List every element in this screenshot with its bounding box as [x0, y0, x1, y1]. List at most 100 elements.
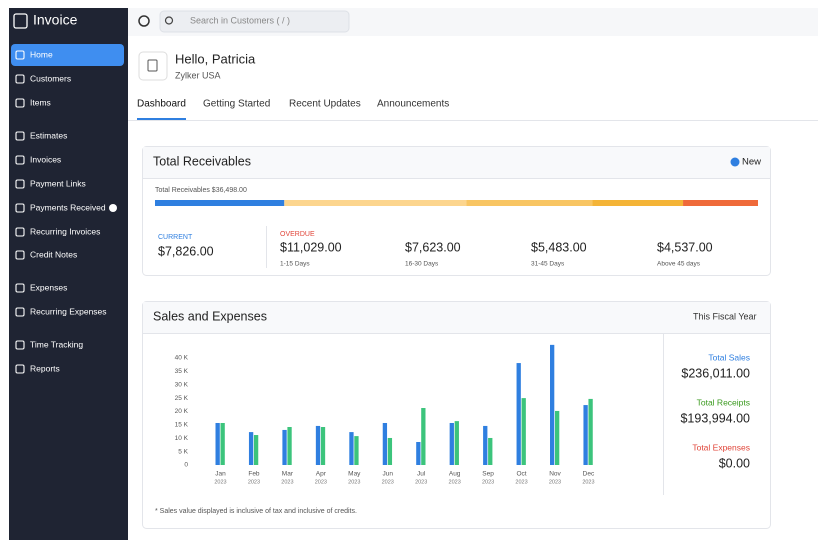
x-tick-year: 2023: [348, 479, 360, 485]
y-tick-label: 25 K: [175, 395, 189, 402]
bar: [382, 422, 388, 465]
nav-item[interactable]: Payment Links: [30, 178, 86, 188]
x-tick-year: 2023: [449, 479, 461, 485]
overdue-amount: $7,623.00: [405, 240, 461, 254]
nav-icon: [15, 131, 25, 141]
nav-item[interactable]: Recurring Invoices: [30, 226, 100, 236]
summary-label: Total Expenses: [692, 442, 750, 452]
x-tick-label: Dec: [583, 471, 595, 478]
y-tick-label: 5 K: [178, 448, 188, 455]
total-label: Total Receivables $36,498.00: [155, 187, 247, 194]
new-button[interactable]: New: [742, 157, 761, 168]
x-tick-label: Aug: [449, 471, 461, 478]
overdue-amount: $5,483.00: [531, 240, 587, 254]
tab[interactable]: Dashboard: [137, 99, 186, 110]
y-tick-label: 35 K: [175, 368, 189, 375]
receivable-segment: [155, 200, 285, 206]
x-tick-label: Jul: [417, 471, 426, 478]
nav-icon: [15, 364, 25, 374]
search-placeholder: Search in Customers ( / ): [190, 15, 290, 25]
new-icon[interactable]: [730, 157, 740, 167]
bar: [488, 437, 493, 465]
bar: [315, 425, 321, 465]
nav-icon: [15, 74, 25, 84]
overdue-range: 31-45 Days: [531, 261, 565, 268]
y-tick-label: 20 K: [175, 408, 189, 415]
tab[interactable]: Announcements: [377, 99, 449, 110]
bar: [387, 437, 393, 465]
receivable-segment: [466, 200, 593, 206]
org-logo-icon: [147, 59, 158, 72]
overdue-range: 1-15 Days: [280, 261, 310, 268]
nav-item[interactable]: Credit Notes: [30, 249, 77, 259]
bar: [320, 427, 326, 465]
nav-item[interactable]: Items: [30, 97, 51, 107]
nav-item[interactable]: Expenses: [30, 282, 67, 292]
nav-icon: [15, 98, 25, 108]
card-header: [143, 147, 770, 178]
bar: [248, 432, 254, 465]
tab[interactable]: Recent Updates: [289, 99, 361, 110]
nav-item[interactable]: Recurring Expenses: [30, 306, 107, 316]
summary-value: $236,011.00: [681, 366, 750, 380]
nav-item[interactable]: Customers: [30, 73, 71, 83]
overdue-range: 16-30 Days: [405, 261, 439, 268]
nav-icon: [15, 179, 25, 189]
bar: [555, 410, 560, 465]
x-tick-year: 2023: [549, 479, 561, 485]
bar: [454, 421, 459, 465]
nav-item[interactable]: Home: [30, 49, 53, 59]
recent-icon[interactable]: [138, 15, 150, 27]
nav-icon: [15, 155, 25, 165]
bar: [215, 422, 220, 465]
receivable-segment: [592, 200, 684, 206]
x-tick-year: 2023: [582, 479, 594, 485]
nav-item[interactable]: Invoices: [30, 154, 61, 164]
tab[interactable]: Getting Started: [203, 99, 270, 110]
bar: [583, 405, 588, 465]
summary-value: $0.00: [719, 456, 750, 470]
current-amount: $7,826.00: [158, 244, 214, 258]
sidebar: [9, 8, 128, 540]
bar: [416, 441, 421, 465]
bar: [349, 432, 354, 465]
bar: [220, 422, 225, 465]
nav-icon: [15, 250, 25, 260]
x-tick-year: 2023: [214, 479, 226, 485]
bar: [588, 398, 593, 465]
nav-item[interactable]: Payments Received: [30, 202, 106, 212]
overdue-amount: $4,537.00: [657, 240, 713, 254]
bar: [253, 435, 259, 465]
bar: [483, 425, 488, 465]
x-tick-year: 2023: [382, 479, 394, 485]
x-tick-year: 2023: [515, 479, 527, 485]
add-payment-icon[interactable]: [109, 204, 117, 212]
x-tick-label: Oct: [516, 471, 526, 478]
bar: [516, 363, 521, 465]
x-tick-label: Mar: [282, 471, 294, 478]
x-tick-label: Jan: [215, 471, 226, 478]
search-box[interactable]: [159, 10, 350, 33]
x-tick-label: May: [348, 471, 361, 478]
overdue-range: Above 45 days: [657, 261, 701, 268]
y-tick-label: 10 K: [175, 435, 189, 442]
x-tick-year: 2023: [281, 479, 293, 485]
nav-icon: [15, 50, 25, 60]
nav-item[interactable]: Time Tracking: [30, 339, 83, 349]
y-tick-label: 0: [184, 462, 188, 469]
current-heading: CURRENT: [158, 234, 193, 241]
x-tick-year: 2023: [415, 479, 427, 485]
y-tick-label: 15 K: [175, 422, 189, 429]
x-tick-year: 2023: [248, 479, 260, 485]
nav-item[interactable]: Reports: [30, 363, 60, 373]
nav-item[interactable]: Estimates: [30, 130, 67, 140]
nav-icon: [15, 283, 25, 293]
org-name: Zylker USA: [175, 70, 221, 80]
nav-active: [11, 44, 124, 66]
period-select[interactable]: This Fiscal Year: [693, 311, 757, 321]
x-tick-label: Nov: [549, 471, 561, 478]
y-tick-label: 40 K: [175, 355, 189, 362]
receivable-segment: [284, 200, 467, 206]
bar: [354, 436, 359, 465]
